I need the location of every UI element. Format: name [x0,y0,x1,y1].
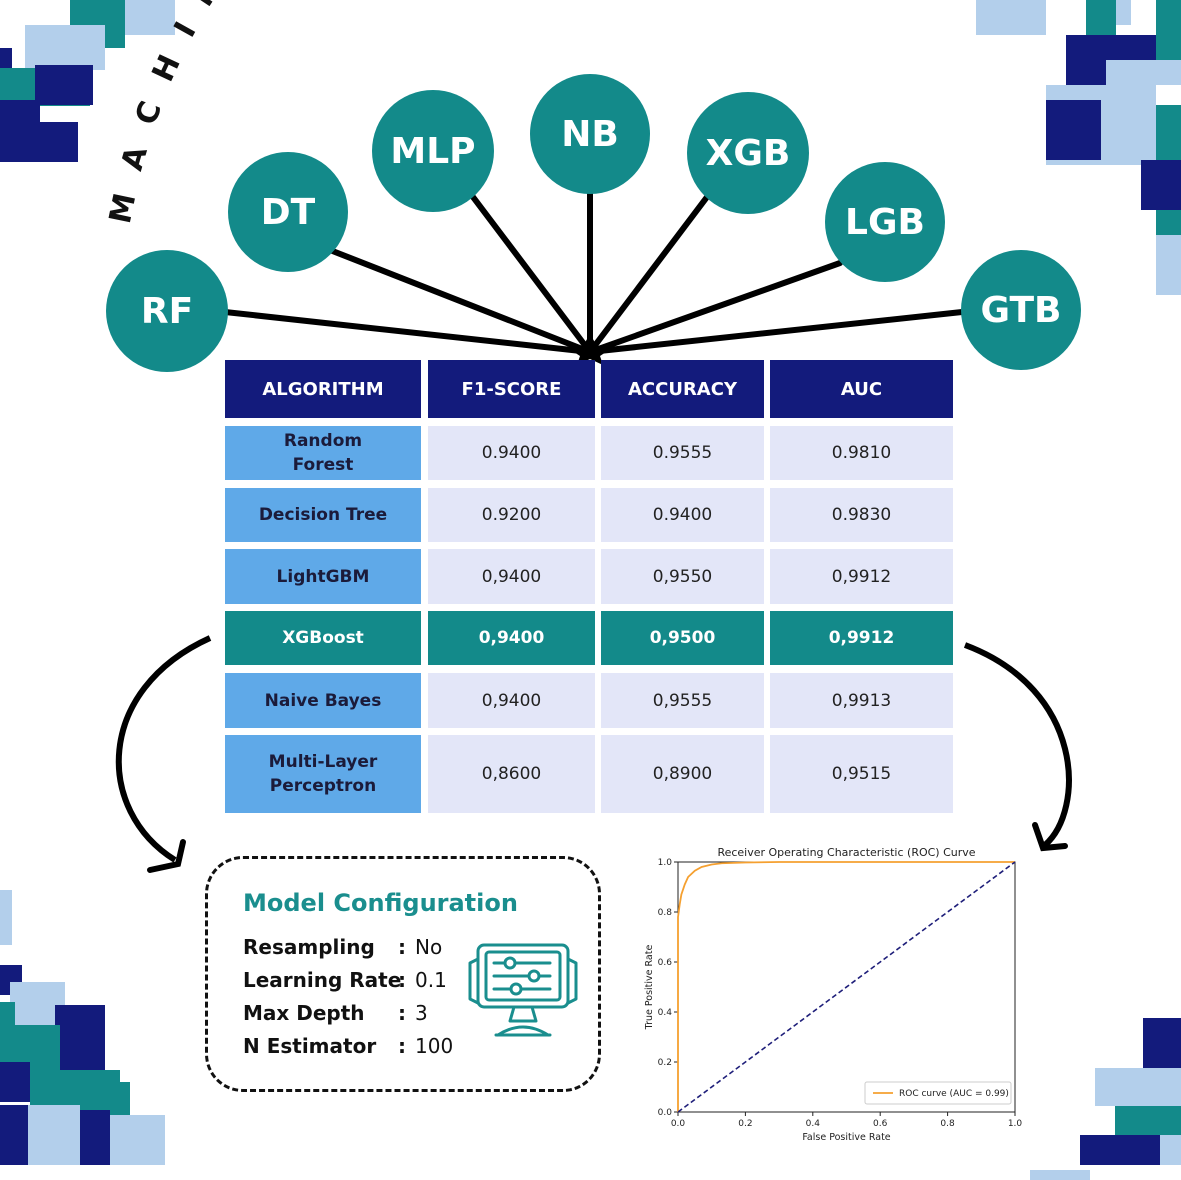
hub-star-icon [568,334,612,365]
auc-cell: 0,9912 [770,611,953,665]
config-value: No [415,935,443,959]
config-colon: : [398,968,406,992]
algorithm-cell: LightGBM [225,549,421,604]
y-axis-label: True Positive Rate [644,945,655,1031]
x-tick-label: 0.0 [671,1119,686,1129]
right-arrowhead-icon [1032,822,1068,852]
accuracy-cell: 0,9555 [601,673,764,728]
auc-cell: 0,9912 [770,549,953,604]
config-key: N Estimator [243,1034,377,1058]
config-colon: : [398,1034,406,1058]
left-arrow [115,635,212,863]
node-lgb: LGB [825,162,945,282]
accuracy-cell: 0.9400 [601,488,764,542]
config-value: 0.1 [415,968,447,992]
corner-decoration-bottom-left [0,890,170,1165]
algorithm-cell: Naive Bayes [225,673,421,728]
legend-box [864,1081,1012,1105]
config-colon: : [398,1001,406,1025]
x-tick-label: 0.6 [873,1119,888,1129]
right-arrow [963,642,1072,848]
y-tick-label: 0.6 [658,958,673,968]
node-gtb: GTB [961,250,1081,370]
algorithm-cell: Random Forest [225,426,421,480]
f1-cell: 0.9200 [428,488,595,542]
config-colon: : [398,935,406,959]
node-rf: RF [106,250,228,372]
y-tick-label: 0.8 [658,908,673,918]
config-title: Model Configuration [243,889,518,917]
algorithm-cell: Decision Tree [225,488,421,542]
chance-line [677,861,1016,1113]
y-tick-label: 0.0 [658,1108,673,1118]
x-tick-label: 0.2 [738,1119,752,1129]
header-auc: AUC [770,360,953,418]
algorithm-cell: XGBoost [225,611,421,665]
roc-chart: Receiver Operating Characteristic (ROC) … [644,846,1023,1143]
header-accuracy: ACCURACY [601,360,764,418]
node-nb: NB [530,74,650,194]
y-tick-label: 0.2 [658,1058,672,1068]
roc-curve-line [677,861,1015,1112]
config-key: Resampling [243,935,375,959]
f1-cell: 0,9400 [428,673,595,728]
node-mlp: MLP [372,90,494,212]
f1-cell: 0,9400 [428,611,595,665]
monitor-settings-icon [468,943,578,1037]
f1-cell: 0,9400 [428,549,595,604]
header-algorithm: ALGORITHM [225,360,421,418]
auc-cell: 0.9830 [770,488,953,542]
config-value: 100 [415,1034,454,1058]
algorithm-cell: Multi-Layer Perceptron [225,735,421,813]
accuracy-cell: 0.9555 [601,426,764,480]
config-value: 3 [415,1001,428,1025]
auc-cell: 0.9810 [770,426,953,480]
node-xgb: XGB [687,92,809,214]
auc-cell: 0,9515 [770,735,953,813]
y-tick-label: 0.4 [658,1008,673,1018]
y-tick-label: 1.0 [658,858,673,868]
corner-decoration-top-left [0,0,180,165]
config-key: Learning Rate [243,968,402,992]
accuracy-cell: 0,9500 [601,611,764,665]
accuracy-cell: 0,9550 [601,549,764,604]
config-key: Max Depth [243,1001,365,1025]
x-tick-label: 0.4 [806,1119,821,1129]
accuracy-cell: 0,8900 [601,735,764,813]
model-configuration-box: Model Configuration Resampling : No Lear… [205,856,601,1092]
left-arrowhead-icon [147,839,186,873]
header-f1-score: F1-SCORE [428,360,595,418]
f1-cell: 0.9400 [428,426,595,480]
x-tick-label: 0.8 [940,1119,955,1129]
x-axis-label: False Positive Rate [802,1132,890,1143]
corner-decoration-top-right [976,0,1181,300]
x-tick-label: 1.0 [1008,1119,1023,1129]
auc-cell: 0,9913 [770,673,953,728]
legend-label: ROC curve (AUC = 0.99) [899,1089,1009,1099]
node-dt: DT [228,152,348,272]
connector-lines [222,190,965,355]
chart-title: Receiver Operating Characteristic (ROC) … [717,846,975,859]
f1-cell: 0,8600 [428,735,595,813]
